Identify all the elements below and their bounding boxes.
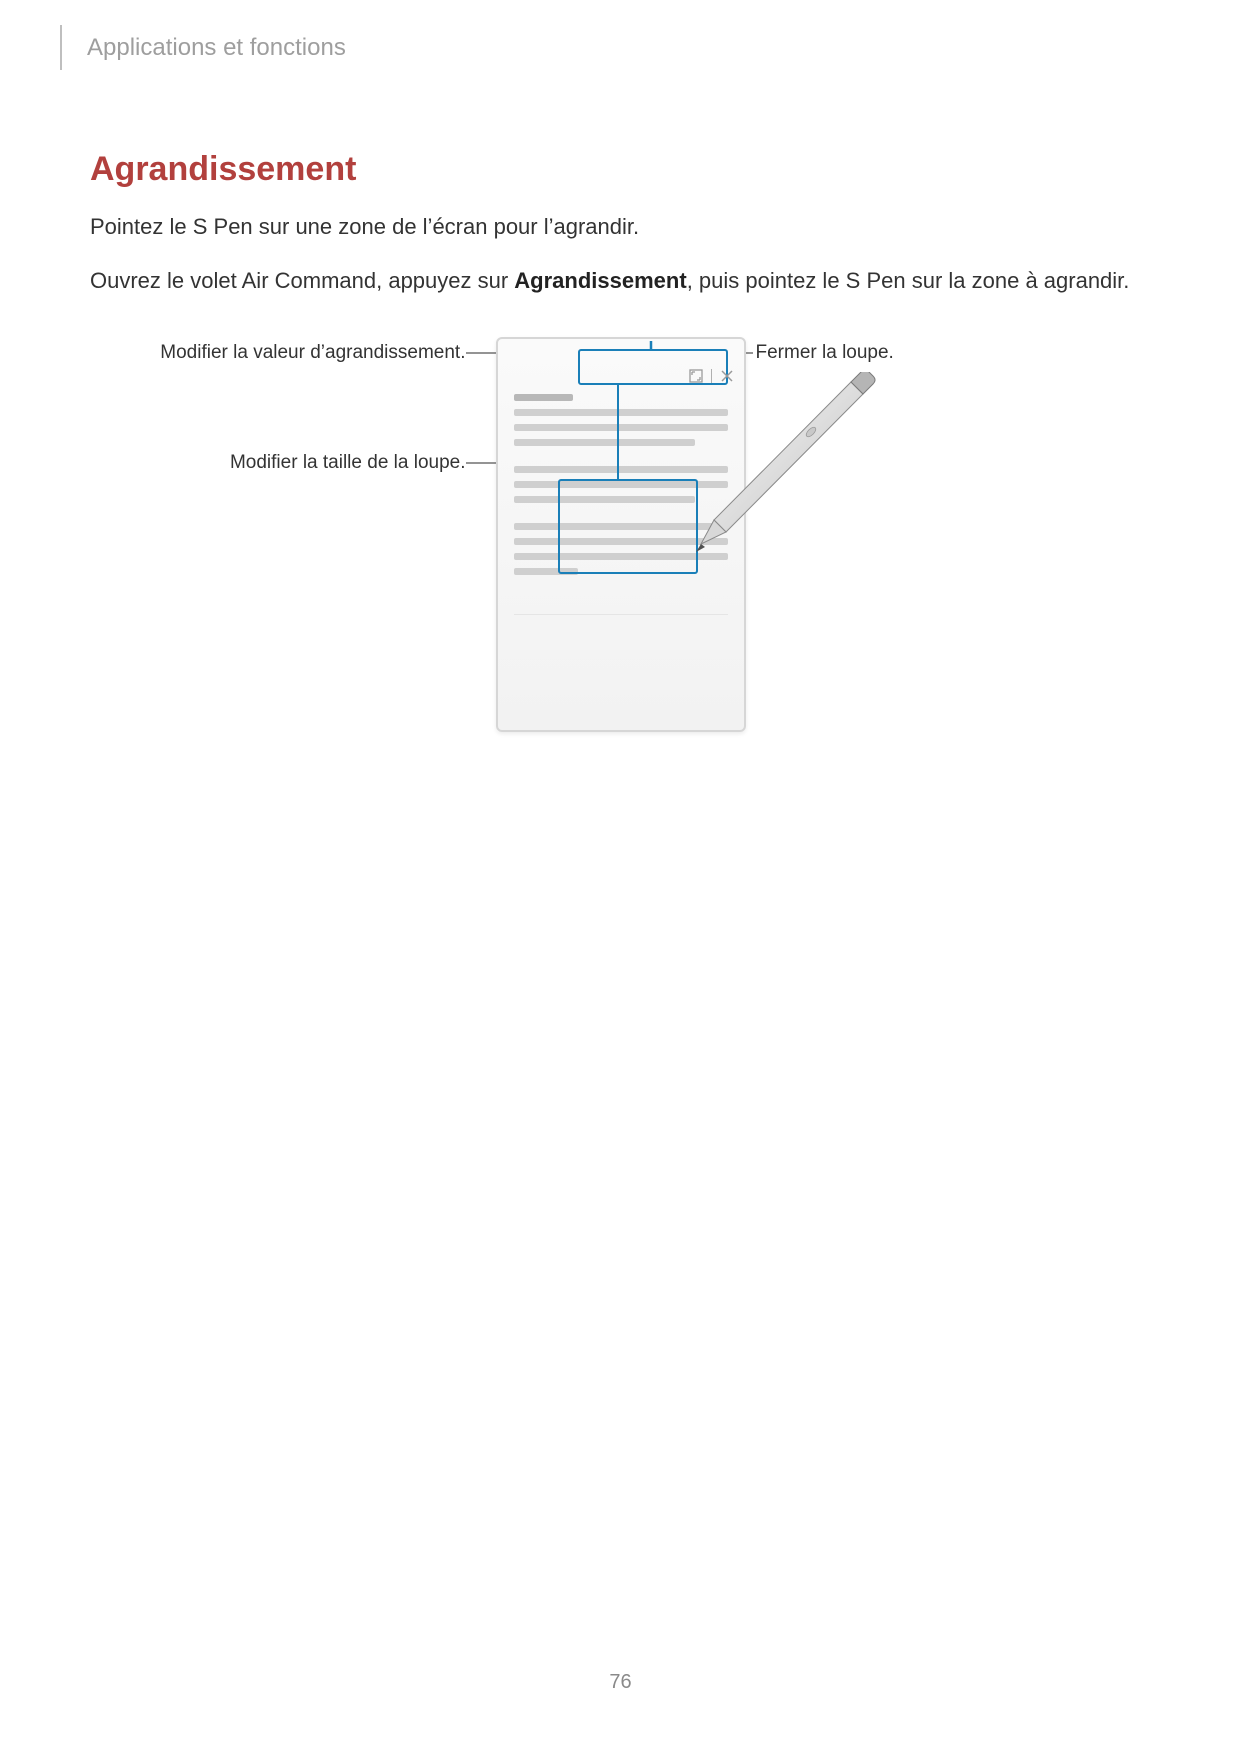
para-2b: , puis pointez le S Pen sur la zone à ag… (687, 268, 1130, 293)
page-number: 76 (0, 1671, 1241, 1694)
page: Applications et fonctions Agrandissement… (0, 0, 1241, 1754)
figure: Modifier la valeur d’agrandissement. Mod… (211, 337, 1031, 737)
para-2-bold: Agrandissement (514, 268, 686, 293)
section-title: Agrandissement (90, 150, 1151, 189)
para-2: Ouvrez le volet Air Command, appuyez sur… (90, 265, 1151, 297)
header-bar: Applications et fonctions (60, 25, 346, 70)
para-2a: Ouvrez le volet Air Command, appuyez sur (90, 268, 514, 293)
spen-icon (671, 372, 891, 592)
breadcrumb: Applications et fonctions (87, 34, 346, 62)
para-1: Pointez le S Pen sur une zone de l’écran… (90, 211, 1151, 243)
